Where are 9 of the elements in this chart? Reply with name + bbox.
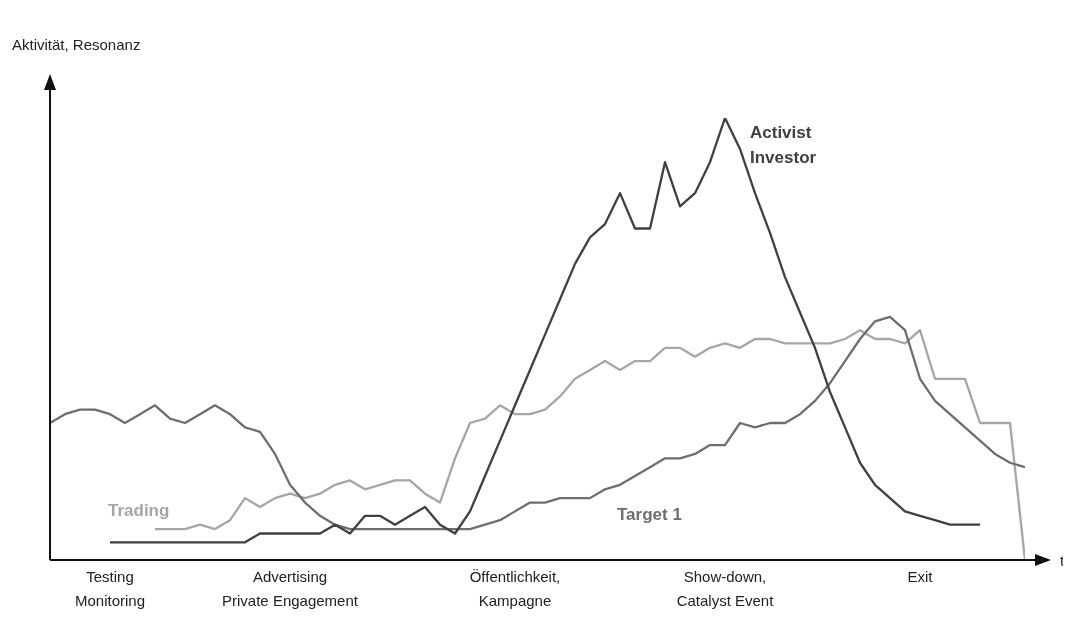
x-tick-label: Show-down, Catalyst Event [676,568,775,609]
x-tick-label: Testing Monitoring [74,568,146,609]
x-tick-label: Advertising Private Engagement [222,568,359,609]
x-tick-label: Exit [907,568,934,585]
x-tick-label: Öffentlichkeit, Kampagne [469,568,561,609]
series-label: Target 1 [617,505,682,524]
series-label: Activist Investor [750,123,817,167]
series-label: Trading [108,501,170,520]
y-axis-title: Aktivität, Resonanz [12,36,141,53]
